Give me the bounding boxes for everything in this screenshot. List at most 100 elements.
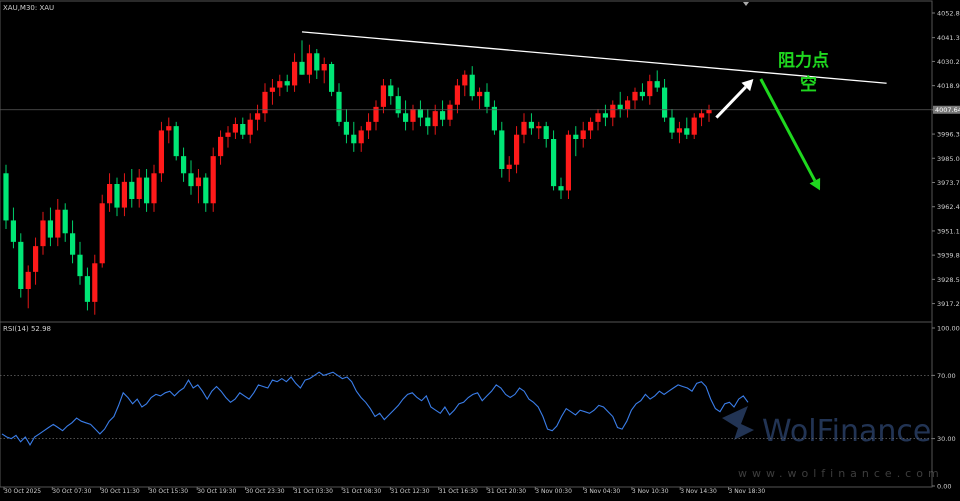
candle-body	[336, 91, 342, 122]
candle-up	[247, 113, 253, 144]
price-tick-label: 4030.20	[937, 58, 960, 66]
candle-body	[410, 109, 416, 122]
candle-down	[639, 83, 645, 101]
candle-body	[329, 64, 335, 92]
time-tick-label: 30 Oct 11:30	[101, 488, 140, 495]
candle-up	[676, 121, 682, 144]
candle-up	[55, 199, 61, 247]
time-tick-label: 3 Nov 14:30	[680, 488, 717, 495]
candle-down	[484, 83, 490, 114]
candle-down	[499, 121, 505, 178]
candle-body	[543, 126, 549, 139]
candle-up	[610, 100, 616, 127]
rsi-tick-label: 100.00	[937, 325, 960, 333]
candle-body	[158, 130, 164, 174]
candle-body	[469, 74, 475, 97]
candle-body	[203, 177, 209, 204]
candle-body	[454, 85, 460, 105]
price-tick-label: 3996.30	[937, 131, 960, 139]
candle-body	[669, 117, 675, 133]
candle-up	[462, 70, 468, 97]
candle-body	[440, 111, 446, 120]
candle-up	[262, 83, 268, 122]
candle-body	[432, 111, 438, 127]
candle-down	[3, 164, 9, 229]
candle-down	[662, 79, 668, 122]
candle-body	[625, 100, 631, 109]
time-tick-label: 31 Oct 12:30	[390, 488, 429, 495]
candle-down	[558, 177, 564, 199]
candle-down	[18, 233, 24, 298]
candle-down	[70, 220, 76, 264]
candle-up	[210, 147, 216, 212]
candle-down	[469, 66, 475, 101]
candle-down	[84, 267, 90, 311]
candle-up	[25, 265, 31, 309]
candle-down	[543, 121, 549, 148]
candle-body	[366, 121, 372, 131]
current-price-tag: 4007.64	[933, 105, 960, 114]
candle-up	[232, 117, 238, 139]
candle-up	[121, 173, 127, 217]
price-tick-label: 3962.40	[937, 203, 960, 211]
candle-down	[47, 207, 53, 247]
candle-down	[10, 207, 16, 249]
candle-body	[47, 220, 53, 238]
candle-up	[277, 74, 283, 97]
arrow-head	[809, 177, 821, 191]
candle-body	[699, 113, 705, 118]
symbol-label: XAU,M30: XAU	[3, 4, 54, 12]
candle-body	[477, 91, 483, 97]
candle-up	[366, 113, 372, 139]
candle-body	[62, 209, 68, 234]
candle-body	[151, 173, 157, 204]
candle-body	[255, 113, 261, 120]
candle-body	[580, 130, 586, 139]
candle-down	[551, 130, 557, 191]
candle-up	[269, 79, 275, 105]
candle-up	[647, 74, 653, 105]
candle-body	[210, 156, 216, 204]
arrow-down-icon	[759, 78, 821, 191]
price-tick-label: 4052.80	[937, 10, 960, 18]
price-tick-label: 4018.90	[937, 82, 960, 90]
candle-body	[691, 117, 697, 135]
time-tick-label: 31 Oct 20:30	[487, 488, 526, 495]
rsi-tick-label: 70.00	[937, 372, 956, 380]
watermark: WolFinance www.wolfinance.com	[722, 406, 939, 480]
candle-up	[410, 104, 416, 131]
candle-up	[380, 79, 386, 114]
candle-down	[654, 70, 660, 92]
candle-body	[558, 186, 564, 191]
candle-body	[299, 61, 305, 75]
candle-body	[195, 177, 201, 187]
candle-body	[121, 181, 127, 208]
price-tick-label: 3928.50	[937, 276, 960, 284]
candle-up	[33, 237, 39, 285]
candle-body	[55, 209, 61, 238]
candle-body	[610, 104, 616, 118]
candle-up	[358, 126, 364, 152]
candle-body	[551, 139, 557, 187]
overlays	[0, 31, 932, 191]
shift-marker-icon	[743, 2, 749, 6]
candle-body	[395, 96, 401, 114]
candle-body	[706, 109, 712, 114]
time-tick-label: 30 Oct 15:30	[149, 488, 188, 495]
candle-up	[225, 126, 231, 148]
candle-up	[292, 53, 298, 92]
candle-down	[144, 169, 150, 212]
candle-body	[521, 121, 527, 135]
time-tick-label: 30 Oct 2025	[4, 488, 41, 495]
candle-up	[40, 211, 46, 255]
candle-up	[565, 130, 571, 199]
candle-body	[632, 91, 638, 101]
candle-body	[25, 271, 31, 289]
arrow-head	[741, 79, 754, 92]
time-tick-label: 31 Oct 03:30	[294, 488, 333, 495]
candle-up	[477, 87, 483, 109]
price-tick-label: 3973.70	[937, 179, 960, 187]
candle-body	[181, 156, 187, 174]
candle-up	[595, 109, 601, 131]
